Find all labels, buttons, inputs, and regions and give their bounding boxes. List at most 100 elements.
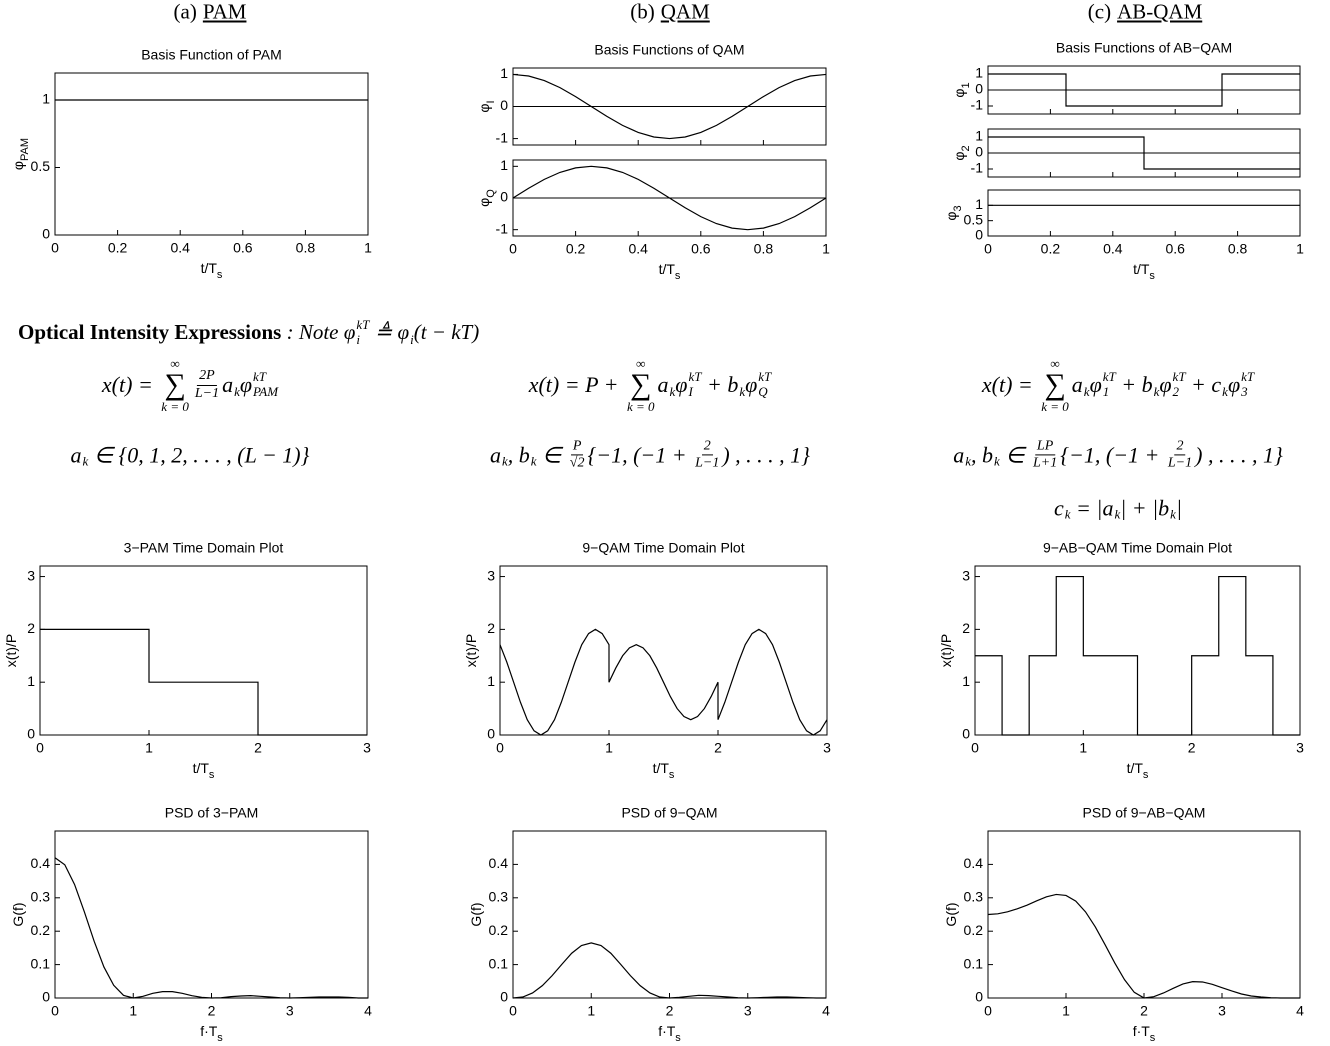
eq-symbol: a — [490, 442, 502, 467]
x-axis-label-text: f·T — [1133, 1023, 1151, 1039]
x-axis-label-text: t/T — [1127, 760, 1144, 776]
denominator: L−1 — [695, 455, 720, 471]
x-tick-label: 3 — [286, 1003, 294, 1019]
y-axis-label-text: G(f) — [468, 902, 484, 926]
y-axis-label: x(t)/P — [3, 634, 19, 667]
data-line — [975, 575, 1300, 736]
y-tick-label: 0.4 — [31, 855, 51, 871]
y-tick-label: 0 — [962, 726, 970, 742]
axes-frame — [54, 72, 369, 236]
eq-scripts: k — [1114, 493, 1120, 522]
eq-scripts: k — [994, 440, 1000, 469]
denominator: L−1 — [194, 385, 220, 401]
y-tick-label: 0.1 — [964, 955, 984, 971]
subscript: k — [234, 383, 240, 399]
x-tick-label: 3 — [363, 740, 371, 756]
x-tick-label: 0 — [984, 241, 992, 257]
subscript: i — [356, 332, 360, 347]
eq-text: x(t) = P + — [528, 372, 624, 397]
data-line — [512, 165, 827, 231]
numerator: 2 — [701, 438, 713, 456]
eq-text: {−1, (−1 + — [587, 442, 693, 467]
x-tick-label: 2 — [1188, 740, 1196, 756]
y-axis-label: φPAM — [10, 138, 31, 170]
eq-symbol: b — [1158, 494, 1170, 520]
subscript: 3 — [1241, 384, 1248, 399]
eq-text: | — [1175, 494, 1183, 520]
eq-symbol: φ — [745, 372, 758, 397]
x-axis-label-text: f·T — [200, 1023, 218, 1039]
superscript: kT — [1172, 369, 1186, 385]
y-tick-label: 0 — [975, 144, 983, 160]
x-axis-label-text: t/T — [1133, 261, 1150, 277]
x-tick-label: 2 — [714, 740, 722, 756]
x-tick-label: 0 — [509, 1003, 517, 1019]
subscript: k — [1083, 383, 1090, 399]
y-axis-label-text: x(t)/P — [938, 634, 954, 667]
x-tick-label: 0.8 — [296, 240, 316, 256]
superscript: kT — [253, 369, 267, 385]
y-axis-label: x(t)/P — [463, 634, 479, 667]
x-tick-label: 0.4 — [170, 240, 190, 256]
sum-sign: ∑ — [630, 368, 652, 401]
equation: x(t) = ∞ ∑ k = 0 2P L−1 a k φ kT PAM — [102, 357, 278, 413]
y-tick-label: 2 — [487, 620, 495, 636]
y-tick-label: 0.1 — [489, 955, 509, 971]
eq-symbol: b — [1141, 372, 1153, 397]
eq-scripts: k — [234, 370, 240, 399]
eq-fraction: 2P L−1 — [195, 368, 219, 401]
axes-frame — [987, 830, 1301, 999]
subscript: k — [965, 453, 972, 469]
eq-text: + — [1115, 372, 1142, 397]
data-line — [54, 857, 368, 999]
eq-text: ∈ — [999, 442, 1030, 467]
eq-symbol: a — [1071, 372, 1083, 397]
y-tick-label: 0.2 — [31, 922, 51, 938]
eq-symbol: φ — [1227, 372, 1241, 397]
x-tick-label: 0 — [496, 740, 504, 756]
x-axis-label-text: f·T — [658, 1023, 676, 1039]
sum-upper: ∞ — [636, 356, 646, 371]
x-axis-label-text: t/T — [659, 261, 676, 277]
header-label: (b) — [630, 0, 655, 24]
eq-symbol: a — [70, 441, 82, 467]
y-axis-label-text: φ — [943, 212, 959, 221]
y-tick-label: 3 — [962, 567, 970, 583]
eq-symbol: b — [982, 442, 994, 467]
y-axis-label: φ2 — [951, 145, 972, 160]
eq-fraction: LP L+1 — [1033, 438, 1057, 471]
data-line — [988, 73, 1300, 107]
data-line — [499, 628, 828, 736]
data-line — [512, 73, 827, 140]
eq-scripts: k — [1222, 370, 1228, 399]
x-axis-label: t/Ts — [201, 260, 223, 281]
eq-text: ∈ — [536, 442, 567, 467]
axes-frame — [499, 565, 828, 736]
x-tick-label: 1 — [1296, 241, 1304, 257]
y-tick-label: 0.3 — [489, 889, 509, 905]
x-axis-label-text: t/T — [653, 760, 670, 776]
eq-fraction: 2 L−1 — [1168, 438, 1192, 471]
sum-lower: k = 0 — [1041, 399, 1069, 414]
x-axis-label-sub: s — [217, 1032, 223, 1044]
numerator: P — [570, 438, 584, 456]
heading-text: Optical Intensity Expressions — [18, 320, 282, 345]
x-axis-label: t/Ts — [653, 760, 675, 781]
y-tick-label: -1 — [496, 220, 509, 236]
x-axis-label: f·Ts — [658, 1023, 681, 1044]
axes-frame — [512, 830, 827, 999]
eq-scripts: k — [739, 370, 745, 399]
y-axis-label-sub: 1 — [960, 82, 972, 88]
header-name: AB-QAM — [1117, 0, 1203, 24]
eq-scripts: k — [83, 440, 89, 469]
header-name: QAM — [660, 0, 710, 24]
y-axis-label-text: φ — [951, 152, 967, 161]
y-tick-label: 0.3 — [964, 889, 984, 905]
sum-upper: ∞ — [1050, 356, 1060, 371]
eq-text: = | — [1070, 494, 1103, 520]
y-axis-label-sub: 3 — [952, 205, 964, 211]
x-tick-label: 0.2 — [108, 240, 128, 256]
axes-frame — [54, 830, 369, 999]
eq-fraction: 2 L−1 — [695, 438, 719, 471]
